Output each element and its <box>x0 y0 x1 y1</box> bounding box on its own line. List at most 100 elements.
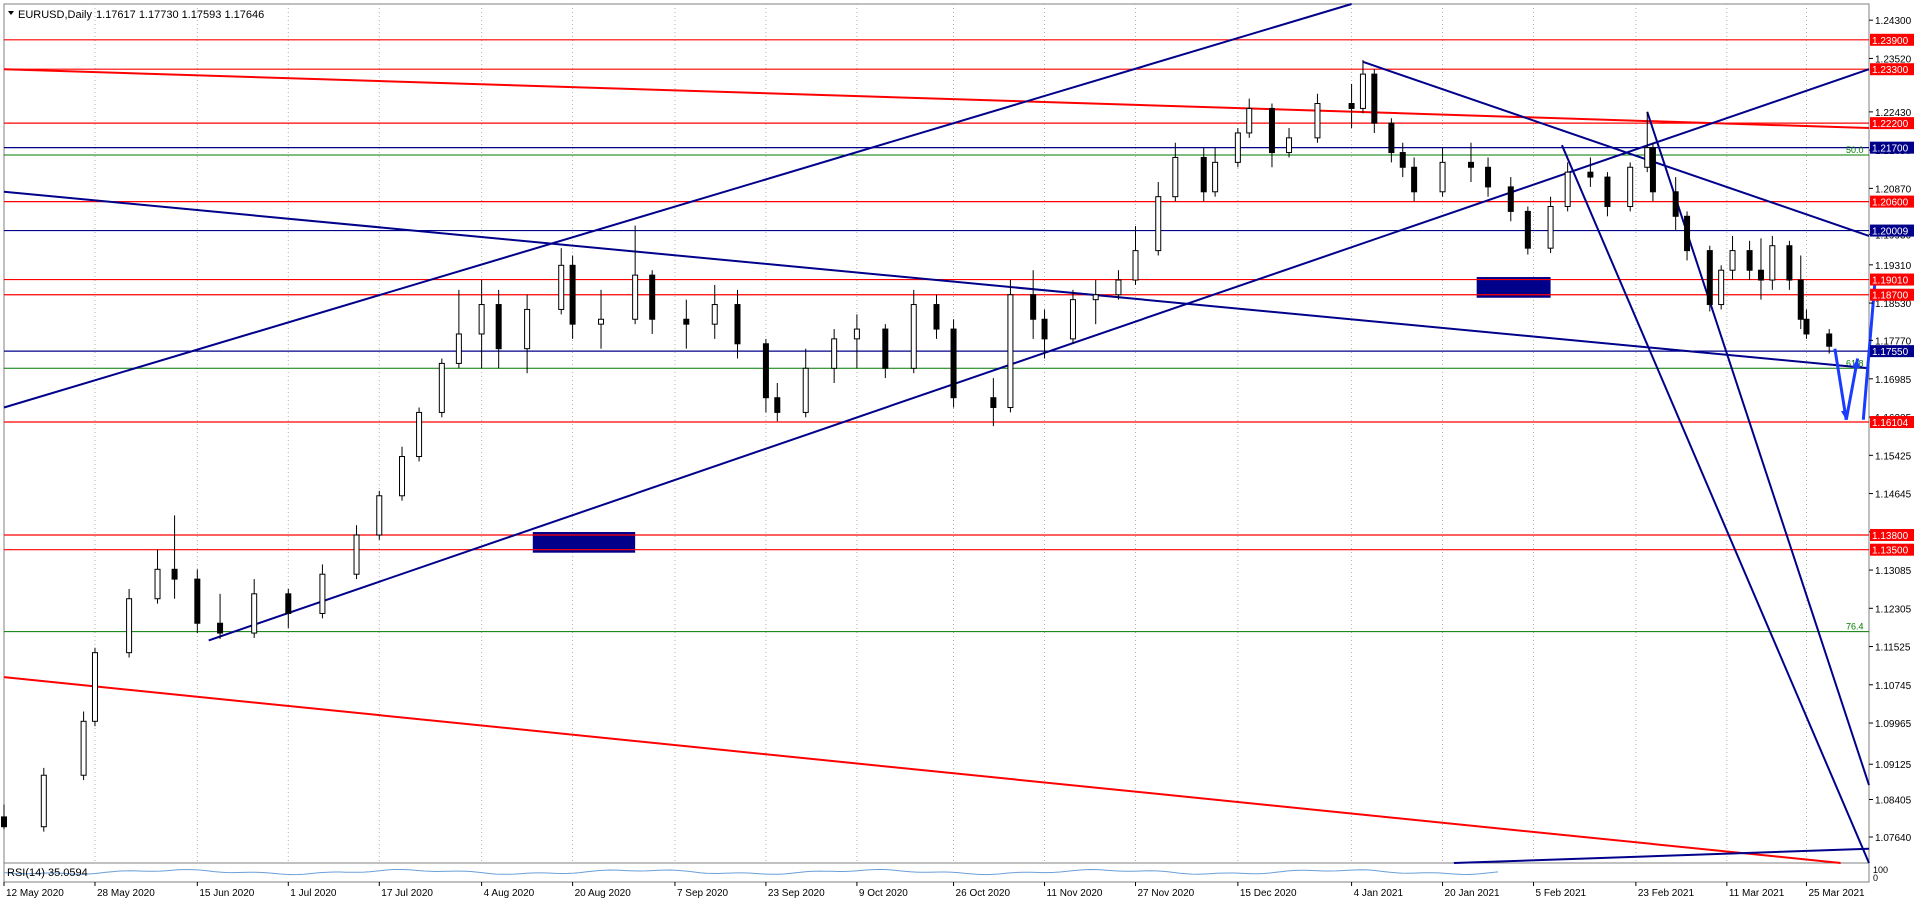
candle-body <box>1627 166 1634 207</box>
y-tick-label: 1.13085 <box>1875 566 1912 577</box>
candle-body <box>154 568 161 600</box>
level-label-box <box>1870 528 1914 541</box>
candle-body <box>1411 166 1418 193</box>
x-tick-label: 23 Sep 2020 <box>768 888 825 899</box>
x-tick-label: 15 Dec 2020 <box>1240 888 1297 899</box>
level-label-text: 1.23900 <box>1872 36 1909 47</box>
y-tick-label: 1.22430 <box>1875 108 1912 119</box>
candle-body <box>1092 294 1099 301</box>
candle-body <box>774 397 781 413</box>
candle-body <box>126 598 133 654</box>
candle-body <box>1547 205 1554 249</box>
x-tick-label: 4 Jan 2021 <box>1354 888 1404 899</box>
trendline <box>3 3 1352 409</box>
level-label-box <box>1870 63 1914 76</box>
candle-body <box>1212 161 1219 193</box>
y-tick-label: 1.15425 <box>1875 451 1912 462</box>
rsi-scale-bottom: 0 <box>1873 873 1878 883</box>
candle-body <box>632 274 639 320</box>
x-tick-label: 28 May 2020 <box>97 888 155 899</box>
candle-body <box>1485 166 1492 188</box>
x-tick-label: 26 Oct 2020 <box>956 888 1011 899</box>
x-tick-label: 15 Jun 2020 <box>199 888 254 899</box>
candle-body <box>1507 186 1514 212</box>
level-label-text: 1.17550 <box>1872 347 1909 358</box>
level-labels: 1.23900 1.23300 1.22200 1.21700 1.20600 1.200… <box>1870 33 1914 557</box>
x-tick-label: 9 Oct 2020 <box>859 888 908 899</box>
trendline <box>1453 847 1870 864</box>
candle-body <box>1041 318 1048 340</box>
y-tick-label: 1.16985 <box>1875 375 1912 386</box>
candle-body <box>40 774 47 828</box>
rsi-panel <box>3 868 1499 876</box>
candle-body <box>1 816 7 828</box>
trendline <box>3 190 1870 370</box>
symbol-label: EURUSD,Daily <box>18 9 92 21</box>
candle-body <box>1172 156 1179 198</box>
candle-body <box>217 622 224 634</box>
y-tick-label: 1.10745 <box>1875 681 1912 692</box>
candle-body <box>910 304 917 369</box>
y-tick-label: 1.23520 <box>1875 54 1912 65</box>
level-label-text: 1.18700 <box>1872 291 1909 302</box>
candle-body <box>399 456 406 497</box>
candle-body <box>1524 210 1531 249</box>
candle-body <box>853 328 860 340</box>
candle-body <box>495 304 502 350</box>
level-label-text: 1.22200 <box>1872 119 1909 130</box>
candle-body <box>194 578 201 624</box>
y-tick-label: 1.12305 <box>1875 604 1912 615</box>
forecast-arrow-up <box>1844 358 1860 421</box>
candle-body <box>1234 132 1241 163</box>
y-tick-label: 1.11525 <box>1875 643 1911 654</box>
trendline <box>3 676 1841 864</box>
candle-body <box>524 308 531 350</box>
candle-body <box>1069 299 1076 340</box>
candle-body <box>1826 333 1833 347</box>
forecast-arrow-up-head <box>1852 358 1860 369</box>
candle-body <box>1200 156 1207 193</box>
candle-body <box>598 318 605 325</box>
candle-body <box>1803 318 1810 335</box>
horizontal-levels <box>4 39 1869 551</box>
trendline <box>1362 60 1870 237</box>
price-zone <box>1476 277 1551 298</box>
candle-body <box>1684 215 1691 252</box>
candle-body <box>1757 269 1764 281</box>
candle-body <box>1399 152 1406 168</box>
x-tick-label: 27 Nov 2020 <box>1138 888 1195 899</box>
candle-body <box>762 343 769 399</box>
candle-body <box>1348 103 1355 109</box>
collapse-triangle-icon[interactable] <box>8 11 14 15</box>
y-tick-label: 1.07640 <box>1875 833 1912 844</box>
rsi-header: RSI(14) 35.0594 100 0 <box>7 865 1888 883</box>
trendline <box>1561 144 1870 864</box>
candle-body <box>950 328 957 399</box>
chart-frame <box>3 3 1870 883</box>
level-label-text: 1.20600 <box>1872 198 1909 209</box>
candle-body <box>1268 107 1275 154</box>
ohlc-values: 1.17617 1.17730 1.17593 1.17646 <box>96 9 264 21</box>
forecast-arrow-up-long <box>1861 284 1877 420</box>
candle-body <box>1115 279 1122 296</box>
level-label-box <box>1870 288 1914 301</box>
y-tick-label: 1.24300 <box>1875 16 1912 27</box>
candle-body <box>1007 294 1014 409</box>
candle-body <box>251 593 258 634</box>
candle-body <box>558 264 565 310</box>
candle-body <box>802 367 809 413</box>
candle-body <box>990 397 997 409</box>
candle-body <box>80 720 87 776</box>
candle-body <box>91 652 98 722</box>
level-label-text: 1.21700 <box>1872 144 1909 155</box>
x-tick-label: 4 Aug 2020 <box>484 888 535 899</box>
zones <box>532 277 1551 553</box>
candle-body <box>1246 107 1253 134</box>
candle-body <box>831 338 838 369</box>
trendline <box>208 68 1870 642</box>
level-label-box <box>1870 224 1914 237</box>
candle-body <box>1769 245 1776 281</box>
level-label-box <box>1870 345 1914 358</box>
